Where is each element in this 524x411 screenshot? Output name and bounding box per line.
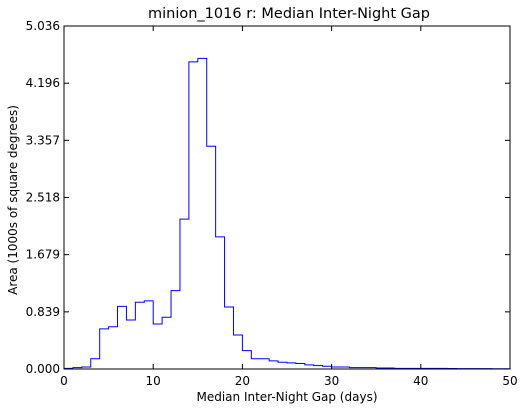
x-tick-label: 30 (324, 374, 339, 388)
y-axis-label: Area (1000s of square degrees) (6, 105, 20, 295)
y-tick-label: 0.839 (26, 305, 60, 319)
y-tick-label: 5.036 (26, 19, 60, 33)
x-tick-label: 50 (502, 374, 517, 388)
y-tick-label: 1.679 (26, 248, 60, 262)
y-tick-label: 3.357 (26, 133, 60, 147)
plot-frame (63, 25, 511, 370)
y-tick-label: 4.196 (26, 76, 60, 90)
x-tick-label: 10 (146, 374, 161, 388)
x-tick-label: 0 (60, 374, 68, 388)
x-tick-label: 40 (413, 374, 428, 388)
y-tick-label: 2.518 (26, 191, 60, 205)
x-tick-label: 20 (235, 374, 250, 388)
histogram-step-line (63, 57, 511, 370)
y-tick-label: 0.000 (26, 362, 60, 376)
x-axis-label: Median Inter-Night Gap (days) (196, 390, 377, 404)
chart-title: minion_1016 r: Median Inter-Night Gap (148, 6, 430, 22)
